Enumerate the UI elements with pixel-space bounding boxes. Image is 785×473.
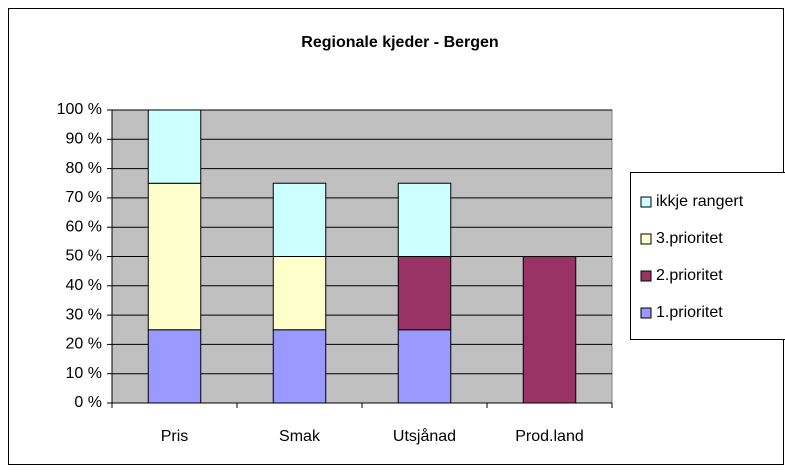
legend-swatch bbox=[640, 270, 652, 282]
y-tick-label: 10 % bbox=[66, 365, 102, 382]
chart-title: Regionale kjeder - Bergen bbox=[301, 34, 498, 51]
y-tick-label: 20 % bbox=[66, 336, 102, 353]
bar-segment bbox=[147, 182, 202, 331]
legend-label: 3.prioritet bbox=[656, 230, 723, 247]
x-tick-label: Utsjånad bbox=[393, 427, 456, 445]
legend bbox=[630, 172, 785, 340]
legend-label: ikkje rangert bbox=[656, 193, 744, 210]
bar-segment bbox=[272, 329, 327, 404]
bar-segment bbox=[522, 256, 577, 404]
x-tick-label: Pris bbox=[161, 428, 189, 445]
y-tick-label: 70 % bbox=[66, 189, 102, 206]
legend-label: 1.prioritet bbox=[656, 304, 723, 321]
bar-segment bbox=[397, 182, 452, 257]
y-tick-label: 80 % bbox=[66, 160, 102, 177]
x-tick-label: Prod.land bbox=[515, 428, 584, 445]
legend-swatch bbox=[640, 307, 652, 319]
bar-segment bbox=[272, 256, 327, 331]
y-tick-label: 50 % bbox=[66, 248, 102, 265]
bar-segment bbox=[147, 109, 202, 184]
y-tick-label: 90 % bbox=[66, 131, 102, 148]
y-tick-label: 30 % bbox=[66, 306, 102, 323]
bar-segment bbox=[397, 256, 452, 331]
legend-label: 2.prioritet bbox=[656, 267, 723, 284]
legend-swatch bbox=[640, 233, 652, 245]
bar-segment bbox=[272, 182, 327, 257]
legend-swatch bbox=[640, 196, 652, 208]
y-tick-label: 100 % bbox=[57, 101, 102, 118]
y-tick-label: 0 % bbox=[74, 394, 102, 411]
y-tick-label: 60 % bbox=[66, 218, 102, 235]
bar-segment bbox=[397, 329, 452, 404]
y-tick-label: 40 % bbox=[66, 277, 102, 294]
x-tick-label: Smak bbox=[279, 428, 321, 445]
bar-segment bbox=[147, 329, 202, 404]
